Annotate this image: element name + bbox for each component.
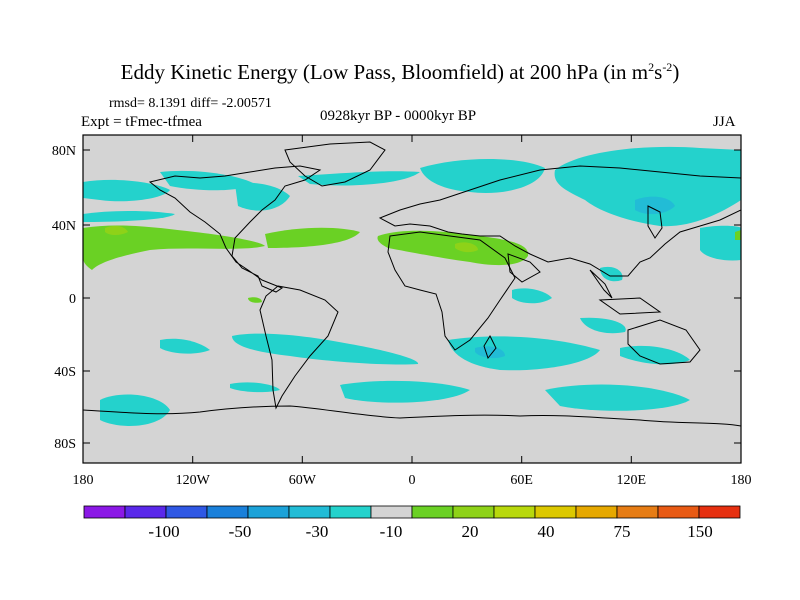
colorbar-swatch (575, 505, 618, 519)
latitude-ticks: 80N 40N 0 40S 80S (52, 144, 741, 452)
colorbar-swatch (616, 505, 659, 519)
colorbar-swatch (288, 505, 331, 519)
colorbar-swatch (206, 505, 249, 519)
colorbar-swatch (452, 505, 495, 519)
coastlines (83, 141, 741, 427)
colorbar-swatch (329, 505, 372, 519)
lon-label: 0 (409, 473, 416, 488)
strong-positive-regions (105, 225, 478, 253)
lon-label: 60E (510, 473, 533, 488)
lon-label: 120E (617, 473, 647, 488)
colorbar-label: -100 (148, 522, 179, 541)
colorbar-swatch (534, 505, 577, 519)
lon-label: 180 (73, 473, 94, 488)
lon-label: 180 (731, 473, 752, 488)
colorbar-swatch (411, 505, 454, 519)
colorbar-label: -10 (380, 522, 403, 541)
colorbar-swatch (370, 505, 413, 519)
colorbar-swatch (493, 505, 536, 519)
lat-label: 40S (54, 365, 76, 380)
chart-title: Eddy Kinetic Energy (Low Pass, Bloomfiel… (120, 60, 680, 84)
colorbar-label: -30 (306, 522, 329, 541)
lon-label: 60W (289, 473, 317, 488)
lon-label: 120W (176, 473, 211, 488)
season-label: JJA (713, 114, 736, 130)
strong-negative-regions (475, 196, 675, 359)
longitude-ticks: 180 120W 60W 0 60E 120E 180 (73, 135, 752, 488)
lat-label: 40N (52, 219, 76, 234)
colorbar: -100 -50 -30 -10 20 40 75 150 (83, 505, 741, 541)
colorbar-label: 150 (687, 522, 713, 541)
stats-text: rmsd= 8.1391 diff= -2.00571 (109, 96, 272, 111)
colorbar-swatch (165, 505, 208, 519)
colorbar-label: -50 (229, 522, 252, 541)
lat-label: 80N (52, 144, 76, 159)
colorbar-swatch (83, 505, 126, 519)
colorbar-label: 40 (538, 522, 555, 541)
experiment-label: Expt = tFmec-tfmea (81, 114, 202, 130)
colorbar-label: 75 (614, 522, 631, 541)
positive-anomaly-regions (83, 225, 741, 303)
lat-label: 0 (69, 292, 76, 307)
period-label: 0928kyr BP - 0000kyr BP (320, 108, 477, 124)
colorbar-swatch (698, 505, 741, 519)
colorbar-swatch (247, 505, 290, 519)
colorbar-swatch (657, 505, 700, 519)
negative-anomaly-regions (83, 146, 741, 426)
lat-label: 80S (54, 437, 76, 452)
colorbar-swatch (124, 505, 167, 519)
colorbar-label: 20 (462, 522, 479, 541)
